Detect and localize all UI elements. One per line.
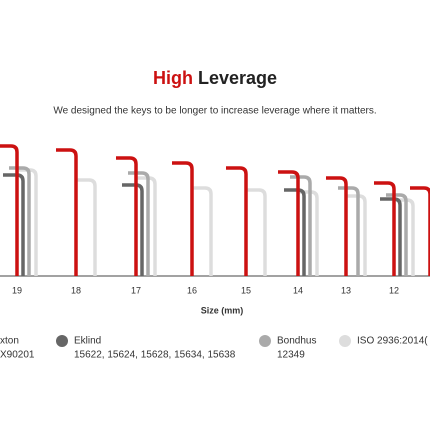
legend-detail: 15622, 15624, 15628, 15634, 15638 <box>74 350 236 361</box>
legend-detail: X90201 <box>0 350 35 361</box>
hex-key <box>191 186 213 276</box>
hex-key <box>122 183 144 276</box>
hex-key <box>338 186 360 276</box>
hex-key <box>245 188 267 276</box>
hex-key <box>297 190 319 276</box>
x-tick-label: 17 <box>131 285 141 295</box>
title-text: Leverage <box>198 68 277 88</box>
hex-key <box>0 144 19 276</box>
x-tick-label: 12 <box>389 285 399 295</box>
legend-name: Bondhus <box>277 336 316 347</box>
legend-name: ISO 2936:2014( <box>357 336 428 347</box>
hex-key <box>116 156 138 276</box>
hex-key <box>135 176 157 276</box>
hex-key <box>374 181 396 276</box>
hex-key <box>16 168 38 276</box>
title-highlight: High <box>153 68 193 88</box>
hex-key <box>226 166 248 276</box>
subtitle: We designed the keys to be longer to inc… <box>53 106 376 117</box>
x-tick-label: 16 <box>187 285 197 295</box>
legend-swatch <box>259 335 271 347</box>
legend-detail: 12349 <box>277 350 305 361</box>
legend-name: Eklind <box>74 336 101 347</box>
x-tick-label: 19 <box>12 285 22 295</box>
hex-key <box>380 197 402 276</box>
hex-key <box>326 176 348 276</box>
x-tick-label: 15 <box>241 285 251 295</box>
hex-key <box>345 194 367 276</box>
hex-key <box>278 170 300 276</box>
hex-key <box>284 188 306 276</box>
x-axis-label: Size (mm) <box>201 305 244 315</box>
hex-key <box>393 198 415 276</box>
legend-name: xton <box>0 336 19 347</box>
x-tick-label: 13 <box>341 285 351 295</box>
hex-key <box>172 161 194 276</box>
hex-key <box>128 171 150 276</box>
hex-key <box>75 178 97 276</box>
legend-swatch <box>339 335 351 347</box>
hex-key <box>290 175 312 276</box>
chart-title: High Leverage <box>153 68 277 88</box>
hex-key <box>56 148 78 276</box>
hex-key <box>386 193 408 276</box>
x-tick-label: 18 <box>71 285 81 295</box>
hex-key <box>3 173 25 276</box>
hex-key <box>9 166 31 276</box>
legend-swatch <box>56 335 68 347</box>
x-tick-label: 14 <box>293 285 303 295</box>
